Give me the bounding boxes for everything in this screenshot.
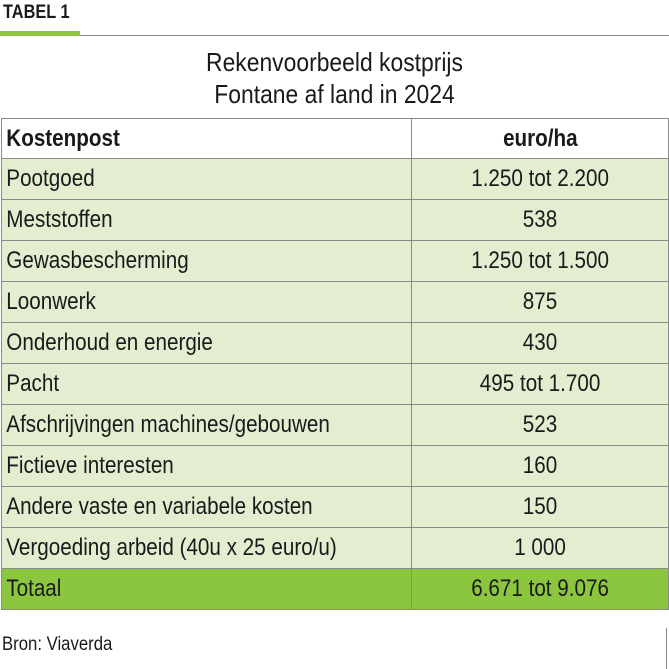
- source-divider: [666, 628, 667, 669]
- table-label: TABEL 1: [3, 2, 70, 23]
- cost-value: 523: [411, 404, 669, 446]
- table-row: Onderhoud en energie 430: [1, 322, 669, 364]
- table-row: Pootgoed 1.250 tot 2.200: [1, 158, 669, 200]
- label-divider: [80, 35, 669, 36]
- cost-item: Vergoeding arbeid (40u x 25 euro/u): [1, 527, 412, 569]
- table-row: Vergoeding arbeid (40u x 25 euro/u) 1 00…: [1, 527, 669, 569]
- cost-value: 1 000: [411, 527, 669, 569]
- cost-item: Fictieve interesten: [1, 445, 412, 487]
- source-note: Bron: Viaverda: [2, 634, 113, 655]
- title-line-2: Fontane af land in 2024: [214, 79, 455, 109]
- cost-value: 1.250 tot 2.200: [411, 158, 669, 200]
- table-row: Fictieve interesten 160: [1, 445, 669, 487]
- cost-item: Pootgoed: [1, 158, 412, 200]
- cost-value: 1.250 tot 1.500: [411, 240, 669, 282]
- table-row: Afschrijvingen machines/gebouwen 523: [1, 404, 669, 446]
- table-total-row: Totaal 6.671 tot 9.076: [1, 568, 669, 610]
- total-label: Totaal: [1, 568, 412, 610]
- cost-value: 495 tot 1.700: [411, 363, 669, 405]
- cost-item: Loonwerk: [1, 281, 412, 323]
- table-row: Meststoffen 538: [1, 199, 669, 241]
- table-row: Gewasbescherming 1.250 tot 1.500: [1, 240, 669, 282]
- cost-value: 160: [411, 445, 669, 487]
- cost-item: Gewasbescherming: [1, 240, 412, 282]
- table-row: Pacht 495 tot 1.700: [1, 363, 669, 405]
- column-header-kostenpost: Kostenpost: [1, 118, 412, 159]
- cost-item: Andere vaste en variabele kosten: [1, 486, 412, 528]
- table-header-row: Kostenpost euro/ha: [1, 118, 669, 159]
- label-accent-bar: [0, 31, 80, 36]
- cost-table: Kostenpost euro/ha Pootgoed 1.250 tot 2.…: [1, 118, 669, 610]
- cost-item: Meststoffen: [1, 199, 412, 241]
- cost-value: 430: [411, 322, 669, 364]
- table-title: Rekenvoorbeeld kostprijs Fontane af land…: [0, 46, 669, 110]
- table-label-row: TABEL 1: [0, 0, 669, 38]
- cost-item: Pacht: [1, 363, 412, 405]
- table-row: Andere vaste en variabele kosten 150: [1, 486, 669, 528]
- cost-item: Onderhoud en energie: [1, 322, 412, 364]
- cost-item: Afschrijvingen machines/gebouwen: [1, 404, 412, 446]
- total-value: 6.671 tot 9.076: [411, 568, 669, 610]
- cost-value: 538: [411, 199, 669, 241]
- column-header-euro-ha: euro/ha: [411, 118, 669, 159]
- table-row: Loonwerk 875: [1, 281, 669, 323]
- title-line-1: Rekenvoorbeeld kostprijs: [206, 47, 463, 77]
- cost-value: 150: [411, 486, 669, 528]
- cost-value: 875: [411, 281, 669, 323]
